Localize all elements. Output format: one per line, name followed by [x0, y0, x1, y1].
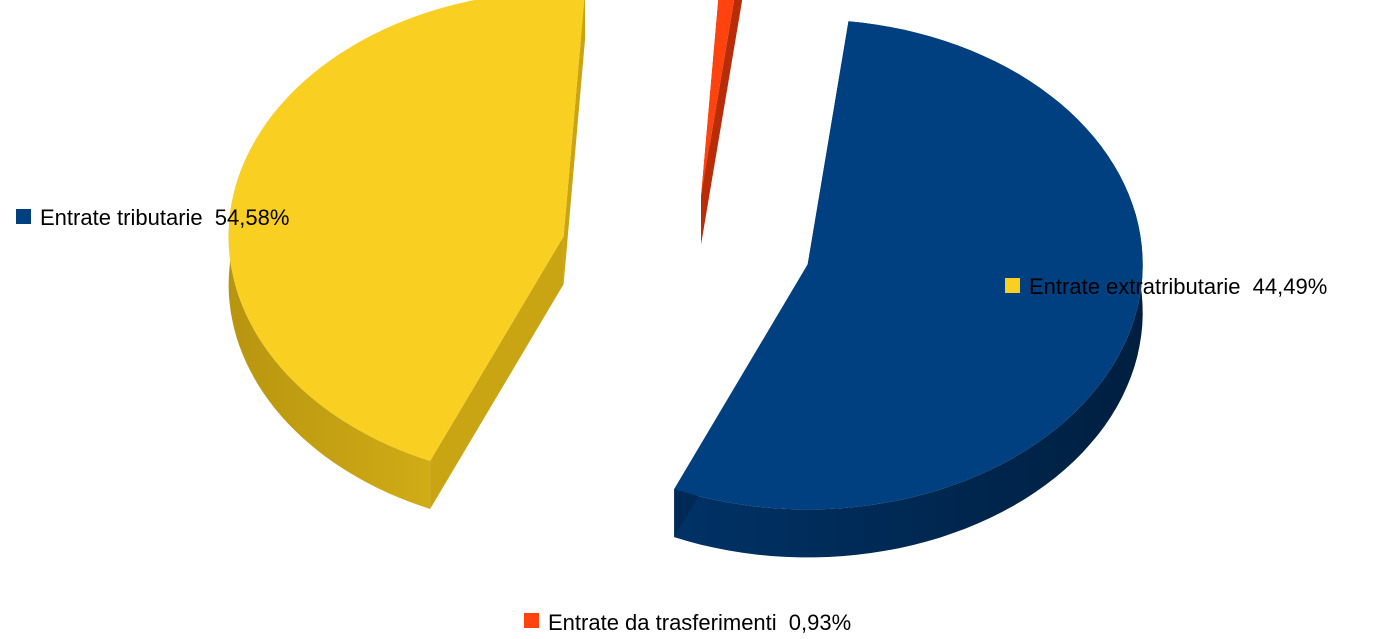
- pie-slice-0-top: [674, 21, 1143, 510]
- slice-label-1: Entrate extratributarie: [1029, 274, 1241, 299]
- legend-swatch-1: [1005, 278, 1020, 293]
- label-group-2: Entrate da trasferimenti 0,93%: [524, 610, 851, 635]
- pie-slice-0: [674, 21, 1143, 558]
- legend-swatch-0: [16, 209, 31, 224]
- legend-swatch-2: [524, 613, 539, 628]
- svg-text:Entrate da trasferimenti: Entrate da trasferimenti 0,93%: [548, 610, 851, 635]
- pie-slices: [228, 0, 1143, 558]
- pie-slice-1-wall-0: [430, 236, 564, 510]
- pie-slice-1-top: [228, 0, 585, 461]
- slice-value-1: 44,49%: [1253, 274, 1328, 299]
- svg-text:Entrate extratributarie: Entrate extratributarie 44,49%: [1029, 274, 1327, 299]
- slice-value-2: 0,93%: [789, 610, 851, 635]
- pie-slice-2-wall-1: [701, 0, 742, 245]
- label-group-0: Entrate tributarie 54,58%: [16, 205, 289, 230]
- svg-text:Entrate tributarie 54,58: Entrate tributarie 54,58%: [40, 205, 289, 230]
- pie-slice-2: [701, 0, 742, 245]
- slice-label-0: Entrate tributarie: [40, 205, 203, 230]
- pie-slice-0-side: [674, 21, 1143, 558]
- slice-label-2: Entrate da trasferimenti: [548, 610, 777, 635]
- pie-slice-1: [228, 0, 585, 510]
- pie-slice-1-wall-1: [563, 0, 585, 285]
- label-group-1: Entrate extratributarie 44,49%: [1005, 274, 1327, 299]
- slice-value-0: 54,58%: [215, 205, 290, 230]
- pie-slice-2-top: [701, 0, 735, 197]
